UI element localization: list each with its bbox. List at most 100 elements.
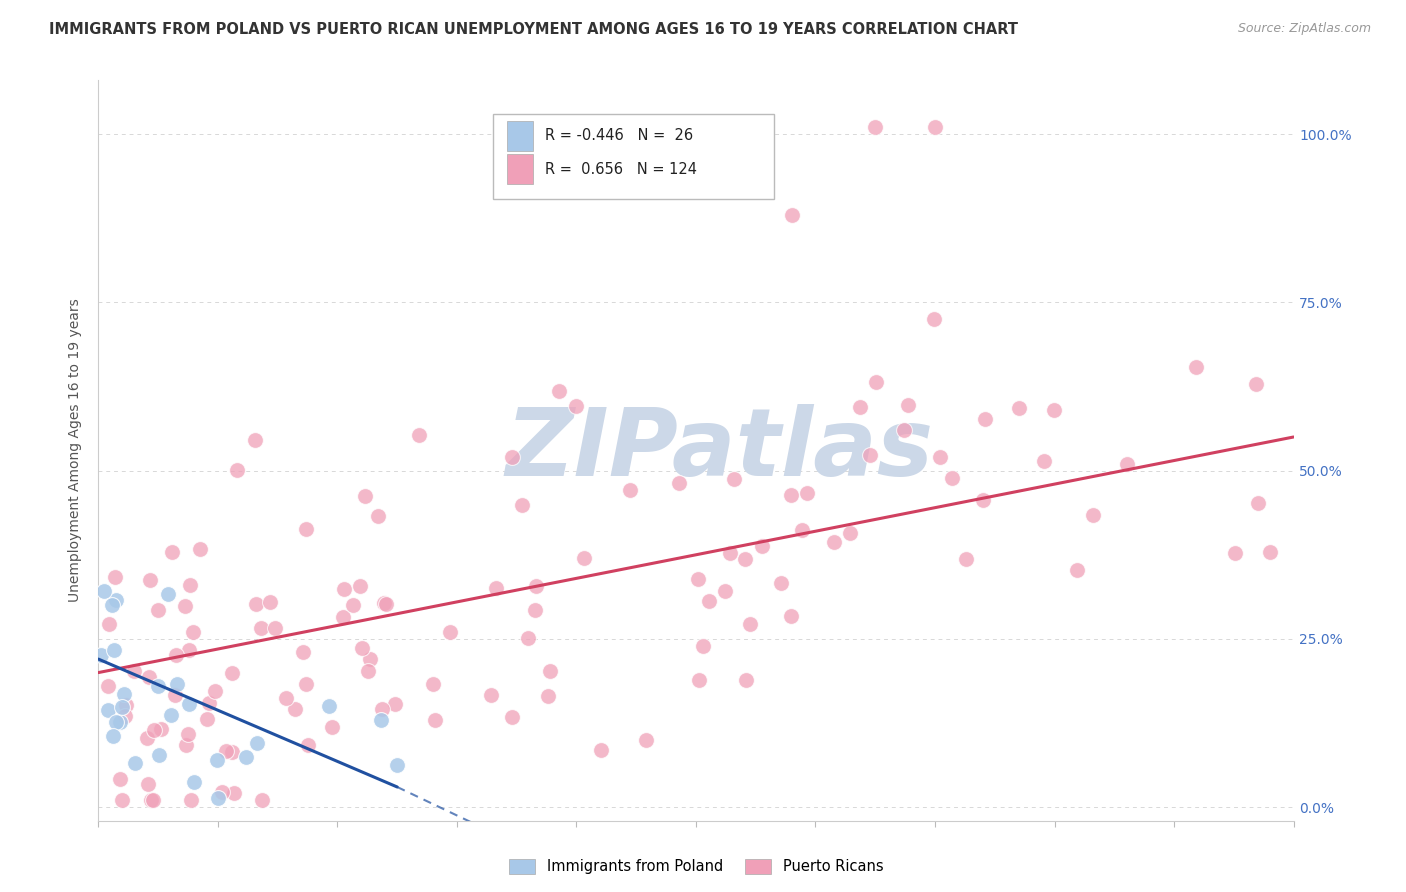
- Point: [512, 498, 534, 512]
- Point: [350, 641, 373, 656]
- Point: [516, 632, 538, 646]
- Point: [221, 665, 243, 680]
- Point: [215, 744, 238, 758]
- Point: [138, 670, 160, 684]
- Point: [538, 664, 561, 678]
- Point: [101, 598, 124, 612]
- Point: [780, 608, 803, 623]
- Point: [148, 679, 170, 693]
- Point: [941, 471, 963, 485]
- Point: [1043, 403, 1066, 417]
- Point: [204, 683, 226, 698]
- Point: [141, 793, 163, 807]
- Point: [114, 709, 136, 723]
- Point: [101, 729, 124, 743]
- Point: [148, 747, 170, 762]
- Point: [181, 625, 204, 640]
- Point: [332, 610, 354, 624]
- Point: [1225, 546, 1247, 560]
- Point: [142, 793, 165, 807]
- Point: [297, 738, 319, 752]
- Point: [823, 535, 845, 549]
- Legend: Immigrants from Poland, Puerto Ricans: Immigrants from Poland, Puerto Ricans: [503, 853, 889, 880]
- Point: [859, 448, 882, 462]
- Point: [1258, 544, 1281, 558]
- FancyBboxPatch shape: [508, 154, 533, 184]
- Point: [780, 208, 803, 222]
- Point: [1115, 457, 1137, 471]
- Point: [865, 120, 887, 135]
- Point: [111, 700, 134, 714]
- Point: [295, 522, 318, 536]
- Point: [112, 687, 135, 701]
- Point: [163, 688, 186, 702]
- Point: [250, 793, 273, 807]
- Point: [332, 582, 354, 596]
- Point: [103, 642, 125, 657]
- Point: [104, 714, 127, 729]
- Point: [422, 677, 444, 691]
- Point: [974, 411, 997, 425]
- Point: [97, 616, 120, 631]
- Point: [838, 526, 860, 541]
- Point: [688, 673, 710, 687]
- Point: [249, 621, 271, 635]
- Point: [207, 791, 229, 805]
- Point: [523, 603, 546, 617]
- Point: [371, 702, 394, 716]
- Point: [439, 624, 461, 639]
- Text: IMMIGRANTS FROM POLAND VS PUERTO RICAN UNEMPLOYMENT AMONG AGES 16 TO 19 YEARS CO: IMMIGRANTS FROM POLAND VS PUERTO RICAN U…: [49, 22, 1018, 37]
- Point: [177, 643, 200, 657]
- Point: [136, 777, 159, 791]
- Point: [1066, 563, 1088, 577]
- Point: [156, 587, 179, 601]
- Point: [714, 584, 737, 599]
- Point: [179, 578, 201, 592]
- Point: [292, 645, 315, 659]
- Point: [108, 715, 131, 730]
- Point: [359, 652, 381, 666]
- Point: [922, 311, 945, 326]
- Point: [174, 599, 197, 614]
- Point: [589, 743, 612, 757]
- Point: [723, 472, 745, 486]
- Point: [718, 546, 741, 560]
- Point: [485, 581, 508, 595]
- Point: [734, 552, 756, 566]
- Point: [124, 756, 146, 770]
- Point: [221, 745, 243, 759]
- Point: [211, 785, 233, 799]
- Point: [972, 493, 994, 508]
- FancyBboxPatch shape: [508, 121, 533, 151]
- Point: [354, 489, 377, 503]
- Point: [245, 597, 267, 611]
- Point: [225, 463, 247, 477]
- Point: [1246, 377, 1268, 392]
- Point: [294, 677, 316, 691]
- Point: [222, 786, 245, 800]
- Point: [367, 508, 389, 523]
- Point: [574, 551, 596, 566]
- Point: [1185, 360, 1208, 375]
- Point: [180, 793, 202, 807]
- Point: [264, 621, 287, 635]
- FancyBboxPatch shape: [494, 113, 773, 199]
- Point: [90, 648, 112, 662]
- Point: [636, 732, 658, 747]
- Y-axis label: Unemployment Among Ages 16 to 19 years: Unemployment Among Ages 16 to 19 years: [69, 299, 83, 602]
- Point: [501, 450, 523, 465]
- Point: [177, 727, 200, 741]
- Point: [142, 723, 165, 738]
- Point: [779, 488, 801, 502]
- Point: [146, 603, 169, 617]
- Point: [150, 723, 173, 737]
- Point: [259, 595, 281, 609]
- Point: [735, 673, 758, 687]
- Point: [104, 592, 127, 607]
- Point: [373, 596, 395, 610]
- Point: [668, 475, 690, 490]
- Point: [1008, 401, 1031, 416]
- Point: [375, 597, 398, 611]
- Point: [479, 688, 502, 702]
- Point: [174, 738, 197, 752]
